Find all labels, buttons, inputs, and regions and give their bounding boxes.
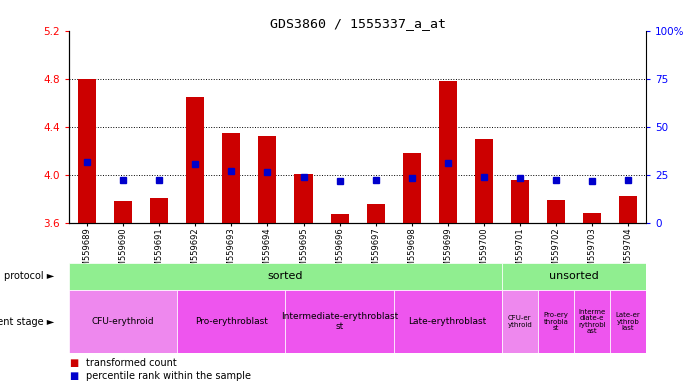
Text: Intermediate-erythroblast
st: Intermediate-erythroblast st [281,312,398,331]
Text: transformed count: transformed count [86,358,177,368]
Text: percentile rank within the sample: percentile rank within the sample [86,371,252,381]
Bar [547,200,565,223]
Text: unsorted: unsorted [549,271,599,281]
Bar [475,139,493,223]
Bar [69,290,178,353]
Text: Late-er
ythrob
last: Late-er ythrob last [616,312,641,331]
Text: CFU-er
ythroid: CFU-er ythroid [507,315,532,328]
Bar [538,290,574,353]
Bar [285,290,394,353]
Text: Late-erythroblast: Late-erythroblast [408,317,487,326]
Text: CFU-erythroid: CFU-erythroid [92,317,155,326]
Text: ■: ■ [69,358,78,368]
Text: Interme
diate-e
rythrobl
ast: Interme diate-e rythrobl ast [578,309,606,334]
Text: Pro-erythroblast: Pro-erythroblast [195,317,268,326]
Bar [619,196,637,223]
Bar [502,290,538,353]
Bar [610,290,646,353]
Bar [367,204,385,223]
Bar [439,81,457,223]
Text: sorted: sorted [267,271,303,281]
Bar [78,79,96,223]
Bar [511,180,529,223]
Bar [178,290,285,353]
Bar [114,201,132,223]
Bar [574,290,610,353]
Bar [223,133,240,223]
Bar [330,214,348,223]
Bar [403,153,421,223]
Bar [583,213,601,223]
Text: Pro-ery
throbla
st: Pro-ery throbla st [544,312,569,331]
Text: protocol ►: protocol ► [4,271,55,281]
Text: development stage ►: development stage ► [0,316,55,327]
Bar [69,263,502,290]
Text: ■: ■ [69,371,78,381]
Bar [294,174,312,223]
Bar [394,290,502,353]
Bar [187,97,205,223]
Bar [502,263,646,290]
Bar [150,197,169,223]
Bar [258,136,276,223]
Title: GDS3860 / 1555337_a_at: GDS3860 / 1555337_a_at [269,17,446,30]
